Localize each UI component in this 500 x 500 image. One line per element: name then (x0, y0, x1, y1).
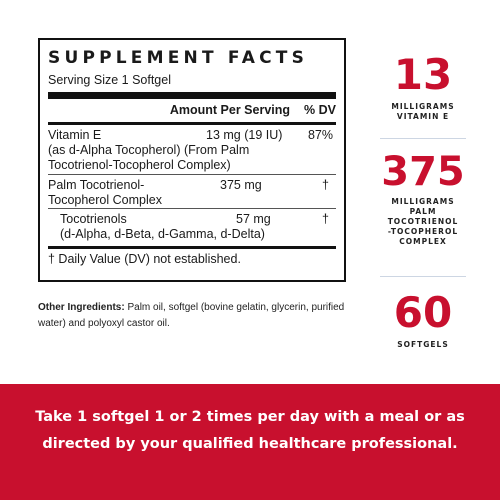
nutrient-amount: 13 mg (19 IU) (206, 128, 283, 142)
medium-rule (48, 246, 336, 249)
nutrient-name: Tocopherol Complex (48, 193, 162, 207)
nutrient-name: Vitamin E (48, 128, 102, 142)
stat-vitamin-e: 13 MILLIGRAMS VITAMIN E (370, 54, 476, 122)
stat-label: SOFTGELS (397, 340, 449, 349)
nutrient-amount: 375 mg (220, 178, 262, 192)
serving-size: Serving Size 1 Softgel (48, 73, 171, 87)
nutrient-dv: † (322, 212, 329, 226)
nutrient-detail: (d-Alpha, d-Beta, d-Gamma, d-Delta) (60, 227, 265, 241)
row-divider (48, 174, 336, 175)
supplement-facts-panel: SUPPLEMENT FACTS Serving Size 1 Softgel … (38, 38, 346, 282)
stat-number: 60 (393, 288, 453, 337)
other-ingredients-label: Other Ingredients: (38, 302, 125, 313)
dv-header: % DV (304, 103, 336, 117)
stat-divider (380, 138, 466, 139)
facts-header-row: Amount Per Serving % DV (48, 99, 336, 118)
stat-divider (380, 276, 466, 277)
nutrient-detail: (as d-Alpha Tocopherol) (From Palm (48, 143, 250, 157)
stat-palm-complex: 375 MILLIGRAMS PALM TOCOTRIENOL -TOCOPHE… (370, 152, 476, 247)
nutrient-detail: Tocotrienol-Tocopherol Complex) (48, 158, 231, 172)
nutrient-dv: 87% (307, 128, 333, 142)
directions-text: Take 1 softgel 1 or 2 times per day with… (35, 409, 465, 452)
stat-softgels: 60 SOFTGELS (370, 292, 476, 350)
nutrient-dv: † (322, 178, 329, 192)
nutrient-row-palm-complex: Palm Tocotrienol- Tocopherol Complex 375… (48, 175, 336, 208)
other-ingredients: Other Ingredients: Palm oil, softgel (bo… (38, 300, 358, 332)
nutrient-row-vitamin-e: Vitamin E (as d-Alpha Tocopherol) (From … (48, 125, 336, 174)
other-ingredients-text: Palm oil, softgel (bovine gelatin, glyce… (38, 302, 345, 329)
directions-banner: Take 1 softgel 1 or 2 times per day with… (0, 384, 500, 500)
nutrient-name: Palm Tocotrienol- (48, 178, 145, 192)
amount-per-serving-header: Amount Per Serving (169, 103, 291, 117)
nutrient-row-tocotrienols: Tocotrienols (d-Alpha, d-Beta, d-Gamma, … (48, 209, 336, 242)
nutrient-amount: 57 mg (236, 212, 271, 226)
stat-number: 13 (393, 50, 453, 99)
nutrient-name: Tocotrienols (60, 212, 127, 226)
stat-number: 375 (381, 149, 465, 195)
stat-label: MILLIGRAMS PALM TOCOTRIENOL -TOCOPHEROL … (387, 197, 459, 246)
thick-rule (48, 92, 336, 99)
stat-label: MILLIGRAMS VITAMIN E (391, 102, 455, 121)
facts-title: SUPPLEMENT FACTS (48, 48, 309, 68)
row-divider (48, 208, 336, 209)
dv-footnote: † Daily Value (DV) not established. (48, 252, 241, 266)
medium-rule (48, 122, 336, 125)
